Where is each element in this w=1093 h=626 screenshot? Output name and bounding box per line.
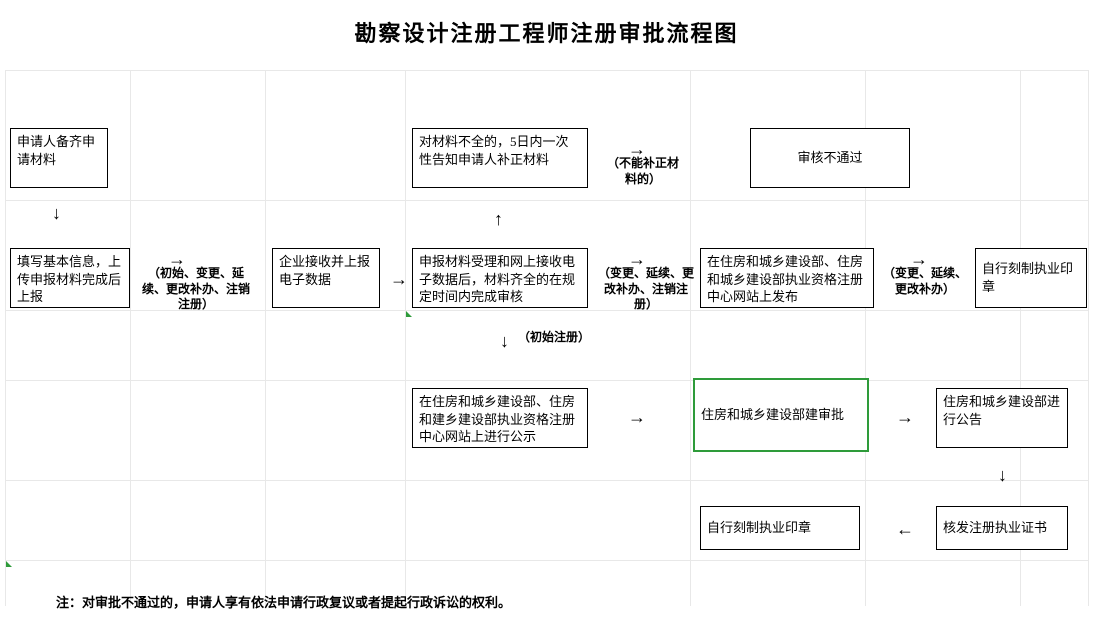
node-publish-on-site: 在住房和城乡建设部、住房和城乡建设部执业资格注册中心网站上发布	[700, 248, 874, 308]
arrow-right-icon	[390, 270, 408, 288]
arrow-caption: （变更、延续、更改补办）	[882, 266, 968, 297]
node-review-within-limit: 申报材料受理和网上接收电子数据后，材料齐全的在规定时间内完成审核	[412, 248, 588, 308]
grid-line	[5, 480, 1088, 481]
node-fill-info-upload: 填写基本信息，上传申报材料完成后上报	[10, 248, 130, 308]
grid-line	[405, 70, 406, 606]
footnote: 注：对审批不通过的，申请人享有依法申请行政复议或者提起行政诉讼的权利。	[56, 592, 511, 611]
arrow-caption: （不能补正材料的）	[602, 156, 684, 187]
grid-line	[5, 200, 1088, 201]
node-label: 填写基本信息，上传申报材料完成后上报	[17, 253, 123, 306]
cell-marker-icon	[406, 311, 412, 317]
grid-line	[1088, 70, 1089, 606]
arrow-right-icon	[896, 408, 914, 426]
node-issue-certificate: 核发注册执业证书	[936, 506, 1068, 550]
arrow-caption: （初始、变更、延续、更改补办、注销注册）	[138, 266, 254, 313]
arrow-left-icon	[896, 520, 914, 538]
node-label: 核发注册执业证书	[943, 519, 1047, 537]
flowchart-title: 勘察设计注册工程师注册审批流程图	[0, 16, 1093, 48]
arrow-down-icon	[998, 466, 1007, 484]
node-label: 在住房和城乡建设部、住房和建乡建设部执业资格注册中心网站上进行公示	[419, 393, 581, 446]
grid-line	[5, 70, 6, 606]
node-prepare-materials: 申请人备齐申请材料	[10, 128, 108, 188]
arrow-caption: （变更、延续、更改补办、注销注册）	[598, 266, 694, 313]
node-ministry-approval: 住房和城乡建设部建审批	[693, 378, 869, 452]
node-label: 审核不通过	[797, 149, 862, 167]
node-engrave-seal-1: 自行刻制执业印章	[975, 248, 1087, 308]
arrow-down-icon	[500, 332, 509, 350]
grid-line	[5, 70, 1088, 71]
grid-line	[5, 380, 1088, 381]
arrow-up-icon	[494, 210, 503, 228]
node-ministry-announce: 住房和城乡建设部进行公告	[936, 388, 1068, 448]
arrow-down-icon	[52, 204, 61, 222]
node-enterprise-receive: 企业接收并上报电子数据	[272, 248, 380, 308]
node-label: 在住房和城乡建设部、住房和城乡建设部执业资格注册中心网站上发布	[707, 253, 867, 306]
node-label: 企业接收并上报电子数据	[279, 253, 373, 288]
arrow-caption: （初始注册）	[518, 330, 608, 346]
node-label: 申请人备齐申请材料	[17, 133, 101, 168]
flowchart-canvas: 勘察设计注册工程师注册审批流程图 申请人备齐申请材料 填写基本信息，上传申报材料…	[0, 0, 1093, 626]
node-label: 对材料不全的，5日内一次性告知申请人补正材料	[419, 133, 581, 168]
node-notify-incomplete: 对材料不全的，5日内一次性告知申请人补正材料	[412, 128, 588, 188]
node-review-fail: 审核不通过	[750, 128, 910, 188]
grid-line	[690, 70, 691, 606]
node-label: 申报材料受理和网上接收电子数据后，材料齐全的在规定时间内完成审核	[419, 253, 581, 306]
grid-line	[5, 560, 1088, 561]
node-label: 自行刻制执业印章	[982, 260, 1080, 295]
grid-line	[265, 70, 266, 606]
node-public-notice: 在住房和城乡建设部、住房和建乡建设部执业资格注册中心网站上进行公示	[412, 388, 588, 448]
node-label: 住房和城乡建设部建审批	[701, 406, 844, 424]
node-label: 自行刻制执业印章	[707, 519, 811, 537]
grid-line	[130, 70, 131, 606]
node-label: 住房和城乡建设部进行公告	[943, 393, 1061, 428]
cell-marker-icon	[6, 561, 12, 567]
arrow-right-icon	[628, 408, 646, 426]
node-engrave-seal-2: 自行刻制执业印章	[700, 506, 860, 550]
